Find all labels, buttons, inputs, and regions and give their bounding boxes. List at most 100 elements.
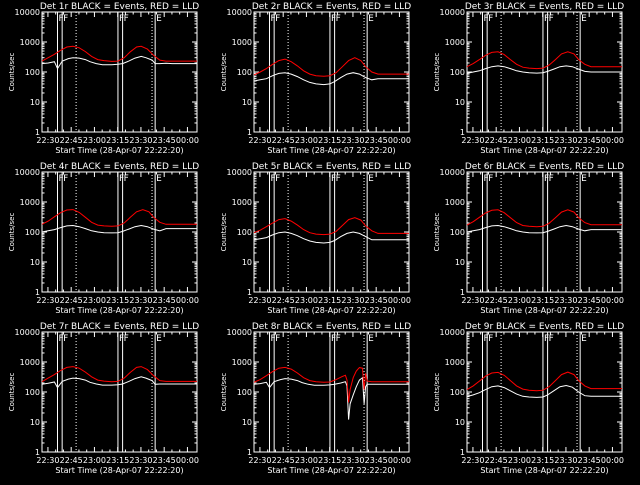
x-axis-label: Start Time (28-Apr-07 22:22:20): [55, 306, 183, 315]
x-tick-label: 23:30: [341, 136, 364, 145]
events-series-line: [466, 384, 622, 398]
x-tick-label: 23:45: [153, 136, 176, 145]
x-tick-label: 00:00: [388, 456, 411, 465]
event-marker-label: F: [63, 174, 68, 184]
panel-title: Det 3r BLACK = Events, RED = LLD: [465, 2, 624, 12]
event-marker-label: F: [124, 174, 129, 184]
events-series-line: [253, 72, 409, 86]
lld-series-line: [253, 217, 409, 236]
x-tick-label: 23:45: [578, 296, 601, 305]
y-tick-label: 10: [455, 418, 465, 427]
x-tick-label: 23:00: [295, 136, 318, 145]
x-tick-label: 22:30: [461, 456, 484, 465]
x-tick-label: 00:00: [388, 136, 411, 145]
lld-series-line: [41, 366, 197, 383]
y-tick-label: 1000: [232, 358, 252, 367]
event-marker-label: E: [156, 334, 162, 344]
x-tick-label: 23:45: [578, 456, 601, 465]
event-marker-label: F: [484, 334, 489, 344]
y-tick-label: 10: [455, 98, 465, 107]
panel-title: Det 1r BLACK = Events, RED = LLD: [40, 2, 199, 12]
x-tick-label: 23:30: [554, 136, 577, 145]
x-tick-label: 23:30: [129, 296, 152, 305]
y-tick-label: 10: [30, 98, 40, 107]
plot-frame: [253, 171, 410, 293]
x-tick-label: 22:30: [461, 136, 484, 145]
lld-series-line: [466, 371, 622, 392]
y-tick-label: 10000: [15, 168, 40, 177]
event-marker-label: E: [368, 174, 374, 184]
event-marker-label: E: [368, 334, 374, 344]
x-tick-label: 22:30: [36, 296, 59, 305]
event-marker-label: F: [275, 14, 280, 24]
x-tick-label: 22:45: [272, 136, 295, 145]
panel-title: Det 8r BLACK = Events, RED = LLD: [252, 322, 411, 332]
panel-title: Det 2r BLACK = Events, RED = LLD: [252, 2, 411, 12]
y-tick-label: 10000: [227, 8, 252, 17]
y-tick-label: 100: [237, 228, 252, 237]
x-tick-label: 23:45: [578, 136, 601, 145]
y-tick-label: 100: [450, 228, 465, 237]
y-tick-label: 10000: [440, 8, 465, 17]
x-tick-label: 00:00: [388, 296, 411, 305]
x-tick-label: 23:00: [295, 456, 318, 465]
x-tick-label: 22:30: [248, 296, 271, 305]
y-tick-label: 1: [35, 288, 40, 297]
event-marker-label: F: [271, 174, 276, 184]
x-axis-label: Start Time (28-Apr-07 22:22:20): [480, 466, 608, 475]
events-series-line: [466, 65, 622, 74]
x-tick-label: 22:45: [60, 136, 83, 145]
y-axis-label: Counts/sec: [220, 373, 228, 412]
event-marker-label: F: [488, 334, 493, 344]
event-marker-label: F: [59, 174, 64, 184]
x-axis-label: Start Time (28-Apr-07 22:22:20): [267, 146, 395, 155]
y-axis-label: Counts/sec: [8, 373, 16, 412]
events-series-line: [41, 224, 197, 234]
x-tick-label: 23:00: [508, 296, 531, 305]
event-marker-label: E: [156, 174, 162, 184]
y-tick-label: 10000: [440, 168, 465, 177]
y-tick-label: 100: [450, 68, 465, 77]
y-tick-label: 1000: [20, 358, 40, 367]
x-axis-label: Start Time (28-Apr-07 22:22:20): [55, 146, 183, 155]
y-tick-label: 1: [460, 128, 465, 137]
event-marker-label: E: [156, 14, 162, 24]
event-marker-label: F: [271, 334, 276, 344]
y-tick-label: 1: [460, 288, 465, 297]
y-tick-label: 1: [247, 128, 252, 137]
x-tick-label: 00:00: [176, 456, 199, 465]
x-axis-label: Start Time (28-Apr-07 22:22:20): [480, 306, 608, 315]
event-marker-label: F: [63, 14, 68, 24]
x-tick-label: 23:15: [318, 136, 341, 145]
x-tick-label: 23:15: [106, 296, 129, 305]
event-marker-label: F: [336, 334, 341, 344]
x-tick-label: 23:00: [83, 456, 106, 465]
event-marker-label: F: [336, 174, 341, 184]
event-marker-label: F: [484, 14, 489, 24]
x-tick-label: 23:30: [341, 456, 364, 465]
y-tick-label: 1000: [20, 38, 40, 47]
event-marker-label: F: [549, 334, 554, 344]
y-axis-label: Counts/sec: [8, 213, 16, 252]
y-tick-label: 10: [455, 258, 465, 267]
event-marker-label: F: [59, 14, 64, 24]
x-tick-label: 22:45: [485, 136, 508, 145]
y-tick-label: 10: [242, 418, 252, 427]
event-marker-label: F: [544, 334, 549, 344]
events-series-line: [253, 231, 409, 244]
x-tick-label: 23:30: [554, 296, 577, 305]
event-marker-label: E: [368, 14, 374, 24]
event-marker-label: F: [119, 14, 124, 24]
x-tick-label: 23:45: [365, 456, 388, 465]
x-tick-label: 22:30: [248, 136, 271, 145]
event-marker-label: F: [331, 334, 336, 344]
x-axis-label: Start Time (28-Apr-07 22:22:20): [267, 306, 395, 315]
events-series-line: [466, 224, 622, 234]
x-tick-label: 22:45: [272, 296, 295, 305]
plot-frame: [41, 331, 198, 453]
x-tick-label: 23:00: [295, 296, 318, 305]
